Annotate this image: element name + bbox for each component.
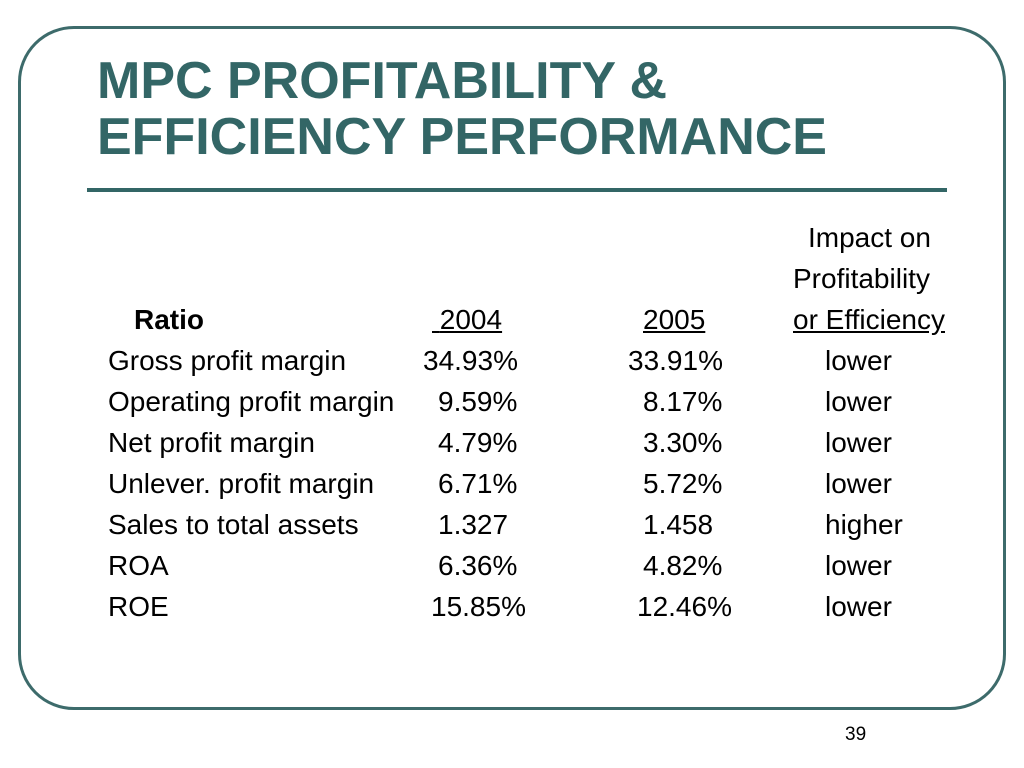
ratio-name-cell: ROA [108, 550, 169, 581]
value-2004-cell: 6.71% [438, 468, 518, 499]
table-row: Net profit margin 4.79% 3.30% lower [0, 422, 1024, 463]
value-2004-cell: 4.79% [438, 427, 518, 458]
title-line-1: MPC PROFITABILITY & [97, 52, 668, 110]
value-2005-cell: 8.17% [643, 386, 723, 417]
title-rule [87, 188, 947, 192]
impact-cell: lower [825, 550, 892, 581]
value-2005-cell: 33.91% [628, 345, 723, 376]
value-2004-cell: 6.36% [438, 550, 518, 581]
value-2005-cell: 1.458 [643, 509, 714, 540]
header-row-3: Ratio 2004 2005 or Efficiency [0, 299, 1024, 340]
table-row: Unlever. profit margin 6.71% 5.72% lower [0, 463, 1024, 504]
header-impact-line-1: Impact on [808, 222, 931, 253]
header-row-2: Profitability [0, 258, 1024, 299]
ratio-name-cell: Net profit margin [108, 427, 315, 458]
ratio-name-cell: Sales to total assets [108, 509, 359, 540]
ratio-name-cell: Gross profit margin [108, 345, 347, 376]
title-line-2: EFFICIENCY PERFORMANCE [97, 108, 827, 166]
table-row: ROA 6.36% 4.82% lower [0, 545, 1024, 586]
impact-cell: lower [825, 468, 892, 499]
header-year-2005: 2005 [643, 304, 706, 335]
impact-cell: lower [825, 386, 892, 417]
table-row: Operating profit margin 9.59% 8.17% lowe… [0, 381, 1024, 422]
table-row: ROE 15.85% 12.46% lower [0, 586, 1024, 627]
table-row: Sales to total assets 1.327 1.458 higher [0, 504, 1024, 545]
ratio-table: Impact on Profitability Ratio 2004 2005 … [0, 217, 1024, 627]
header-ratio: Ratio [134, 304, 204, 335]
page-number: 39 [845, 724, 867, 745]
header-impact-line-2: Profitability [793, 263, 930, 294]
impact-cell: lower [825, 345, 892, 376]
header-impact-line-3: or Efficiency [793, 304, 945, 335]
slide-title: MPC PROFITABILITY & EFFICIENCY PERFORMAN… [97, 53, 827, 165]
ratio-name-cell: Operating profit margin [108, 386, 395, 417]
value-2004-cell: 15.85% [431, 591, 526, 622]
header-row-1: Impact on [0, 217, 1024, 258]
table-row: Gross profit margin 34.93% 33.91% lower [0, 340, 1024, 381]
slide-frame [18, 26, 1006, 710]
impact-cell: higher [825, 509, 903, 540]
impact-cell: lower [825, 427, 892, 458]
ratio-name-cell: ROE [108, 591, 169, 622]
value-2005-cell: 3.30% [643, 427, 723, 458]
header-year-2004: 2004 [439, 304, 503, 335]
value-2004-cell: 34.93% [423, 345, 518, 376]
value-2005-cell: 5.72% [643, 468, 723, 499]
ratio-name-cell: Unlever. profit margin [108, 468, 375, 499]
value-2004-cell: 9.59% [438, 386, 518, 417]
impact-cell: lower [825, 591, 892, 622]
value-2004-cell: 1.327 [438, 509, 509, 540]
value-2005-cell: 12.46% [637, 591, 732, 622]
value-2005-cell: 4.82% [643, 550, 723, 581]
